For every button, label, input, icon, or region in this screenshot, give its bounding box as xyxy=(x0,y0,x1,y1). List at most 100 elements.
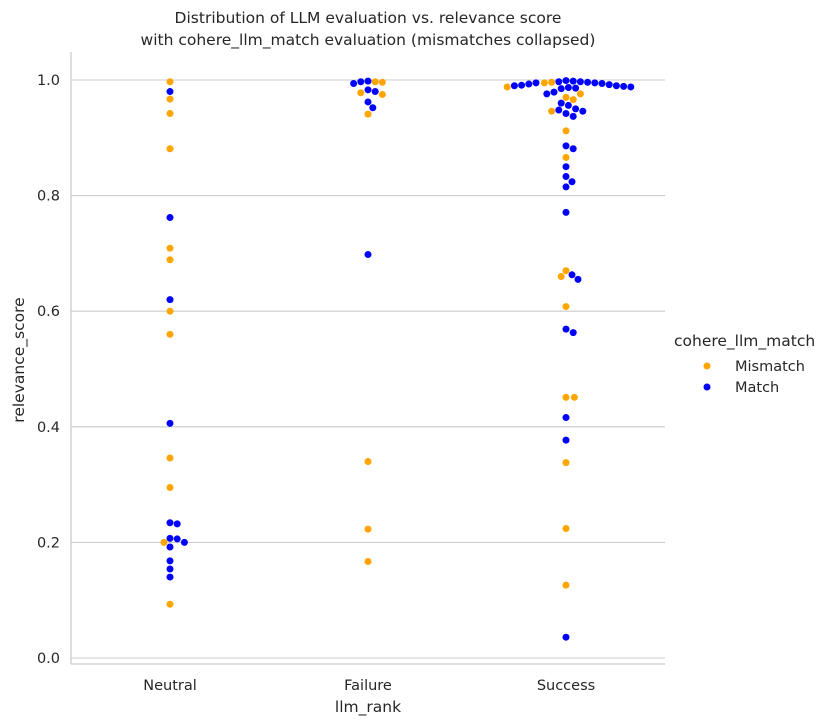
point-mismatch xyxy=(562,153,570,161)
y-tick-labels: 0.0 0.2 0.4 0.6 0.8 1.0 xyxy=(37,73,60,667)
point-mismatch xyxy=(364,110,372,118)
point-mismatch xyxy=(576,90,584,98)
x-tick-label: Neutral xyxy=(143,678,197,694)
y-tick-label: 0.8 xyxy=(37,189,60,205)
point-match xyxy=(166,565,174,573)
point-match xyxy=(569,329,577,337)
y-tick-label: 0.4 xyxy=(37,420,60,436)
point-match xyxy=(579,107,587,115)
point-match xyxy=(357,78,365,86)
point-match xyxy=(364,77,372,85)
y-tick-label: 0.6 xyxy=(37,304,60,320)
point-match xyxy=(562,436,570,444)
point-mismatch xyxy=(166,95,174,103)
point-match xyxy=(555,106,563,114)
y-axis-label: relevance_score xyxy=(10,297,29,422)
point-match xyxy=(569,145,577,153)
point-match xyxy=(557,85,565,93)
legend-marker-mismatch xyxy=(703,362,711,370)
point-mismatch xyxy=(562,303,570,311)
point-mismatch xyxy=(548,107,556,115)
point-match xyxy=(173,535,181,543)
point-mismatch xyxy=(364,557,372,565)
point-mismatch xyxy=(357,89,365,97)
point-match xyxy=(562,163,570,171)
point-match xyxy=(562,633,570,641)
point-match xyxy=(562,142,570,150)
point-match xyxy=(555,78,563,86)
point-match xyxy=(612,82,620,90)
point-match xyxy=(364,98,372,106)
point-match xyxy=(532,79,540,87)
point-mismatch xyxy=(569,96,577,104)
point-match xyxy=(584,78,592,86)
point-match xyxy=(576,78,584,86)
chart-title-line2: with cohere_llm_match evaluation (mismat… xyxy=(141,31,596,50)
point-match xyxy=(564,101,572,109)
point-mismatch xyxy=(562,93,570,101)
point-match xyxy=(562,77,570,85)
point-mismatch xyxy=(378,78,386,86)
legend-label-mismatch: Mismatch xyxy=(735,359,805,375)
point-mismatch xyxy=(166,244,174,252)
point-mismatch xyxy=(166,256,174,264)
point-match xyxy=(166,296,174,304)
point-match xyxy=(574,275,582,283)
point-match xyxy=(627,83,635,91)
point-mismatch xyxy=(378,90,386,98)
y-tick-label: 0.0 xyxy=(37,651,60,667)
point-mismatch xyxy=(503,83,511,91)
point-mismatch xyxy=(166,78,174,86)
point-match xyxy=(562,183,570,191)
point-mismatch xyxy=(166,600,174,608)
data-points xyxy=(160,77,635,641)
point-match xyxy=(605,81,613,89)
chart-title-line1: Distribution of LLM evaluation vs. relev… xyxy=(175,9,562,27)
point-match xyxy=(166,419,174,427)
point-mismatch xyxy=(160,538,168,546)
legend-marker-match xyxy=(703,383,711,391)
legend: cohere_llm_match Mismatch Match xyxy=(674,332,815,396)
point-mismatch xyxy=(562,525,570,533)
point-match xyxy=(569,112,577,120)
point-match xyxy=(180,538,188,546)
point-match xyxy=(166,557,174,565)
y-tick-label: 1.0 xyxy=(37,73,60,89)
x-tick-label: Failure xyxy=(344,678,392,694)
point-match xyxy=(564,84,572,92)
point-match xyxy=(543,90,551,98)
point-match xyxy=(166,573,174,581)
point-mismatch xyxy=(562,127,570,135)
point-mismatch xyxy=(562,581,570,589)
point-mismatch xyxy=(166,307,174,315)
point-mismatch xyxy=(562,459,570,467)
point-match xyxy=(371,88,379,96)
point-match xyxy=(510,82,518,90)
point-match xyxy=(166,519,174,527)
point-match xyxy=(364,251,372,259)
point-mismatch xyxy=(557,273,565,281)
x-axis-label: llm_rank xyxy=(335,698,401,717)
point-mismatch xyxy=(570,393,578,401)
point-mismatch xyxy=(364,525,372,533)
point-match xyxy=(598,79,606,87)
point-match xyxy=(166,534,174,542)
point-match xyxy=(166,543,174,551)
point-match xyxy=(569,77,577,85)
point-match xyxy=(562,414,570,422)
point-mismatch xyxy=(166,110,174,118)
point-mismatch xyxy=(364,457,372,465)
gridlines xyxy=(71,79,665,659)
point-match xyxy=(568,178,576,186)
point-match xyxy=(591,79,599,87)
point-match xyxy=(568,271,576,279)
x-tick-labels: Neutral Failure Success xyxy=(143,678,595,694)
point-match xyxy=(562,208,570,216)
point-mismatch xyxy=(166,330,174,338)
point-match xyxy=(166,214,174,222)
point-match xyxy=(562,325,570,333)
point-match xyxy=(518,81,526,89)
x-tick-label: Success xyxy=(537,678,595,694)
point-match xyxy=(166,88,174,96)
